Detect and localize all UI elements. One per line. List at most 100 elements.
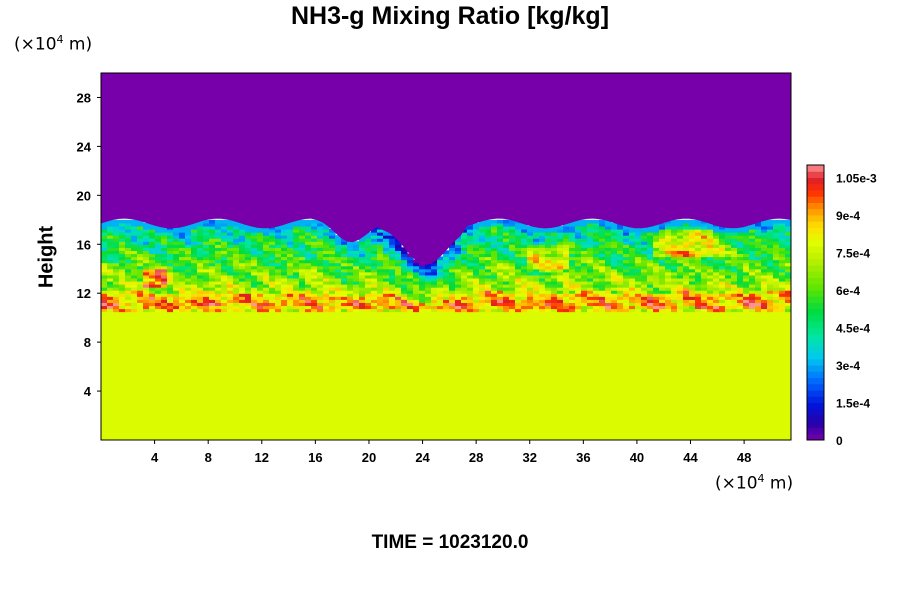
mixing-cell [521,228,528,233]
mixing-cell [287,225,294,230]
mixing-cell [239,247,246,251]
mixing-cell [209,302,216,307]
mixing-cell [455,265,462,270]
mixing-cell [173,238,180,242]
mixing-cell [641,250,648,255]
mixing-cell [509,305,516,310]
mixing-cell [761,262,768,267]
mixing-cell [755,222,762,227]
mixing-cell [317,287,324,291]
mixing-cell [245,244,252,248]
mixing-cell [593,290,600,294]
mixing-cell [707,256,714,261]
mixing-cell [407,302,414,307]
mixing-cell [359,274,366,279]
mixing-cell [527,235,534,239]
mixing-cell [479,241,486,245]
mixing-cell [317,290,324,294]
mixing-cell [227,265,234,270]
mixing-cell [107,308,114,313]
mixing-cell [671,238,678,242]
mixing-cell [185,232,192,236]
mixing-cell [593,256,600,261]
mixing-cell [239,241,246,245]
colorbar-band [807,246,824,253]
mixing-cell [395,274,402,279]
mixing-cell [227,290,234,294]
mixing-cell [353,287,360,291]
mixing-cell [659,253,666,258]
mixing-cell [215,265,222,270]
mixing-cell [557,232,564,236]
mixing-cell [299,296,306,300]
mixing-cell [743,247,750,251]
colorbar-band [807,390,824,397]
mixing-cell [371,305,378,310]
mixing-cell [293,299,300,303]
mixing-cell [449,274,456,279]
mixing-cell [491,308,498,313]
mixing-cell [557,268,564,273]
mixing-cell [143,265,150,270]
mixing-cell [767,262,774,267]
mixing-cell [707,293,714,297]
mixing-cell [227,296,234,300]
mixing-cell [383,253,390,258]
mixing-cell [161,271,168,276]
mixing-cell [239,296,246,300]
mixing-cell [449,277,456,282]
mixing-cell [479,225,486,230]
mixing-cell [371,308,378,313]
mixing-cell [743,262,750,267]
mixing-cell [263,305,270,310]
mixing-cell [281,308,288,313]
mixing-cell [413,308,420,313]
mixing-cell [377,238,384,242]
mixing-cell [773,247,780,251]
mixing-cell [599,259,606,264]
mixing-cell [221,284,228,288]
mixing-cell [779,247,786,251]
mixing-cell [719,308,726,313]
mixing-cell [203,253,210,258]
region-lower [101,311,791,440]
mixing-cell [701,244,708,248]
mixing-cell [623,262,630,267]
mixing-cell [281,271,288,276]
mixing-cell [227,277,234,282]
mixing-cell [491,222,498,227]
mixing-cell [131,280,138,285]
mixing-cell [383,293,390,297]
mixing-cell [209,274,216,279]
mixing-cell [743,302,750,307]
mixing-cell [689,299,696,303]
mixing-cell [449,290,456,294]
mixing-cell [557,296,564,300]
mixing-cell [179,244,186,248]
mixing-cell [581,228,588,233]
mixing-cell [467,232,474,236]
mixing-cell [563,235,570,239]
mixing-cell [689,228,696,233]
mixing-cell [305,232,312,236]
mixing-cell [695,259,702,264]
mixing-cell [665,299,672,303]
mixing-cell [473,271,480,276]
mixing-cell [101,274,108,279]
mixing-cell [509,232,516,236]
mixing-cell [311,299,318,303]
mixing-cell [455,302,462,307]
mixing-cell [233,253,240,258]
mixing-cell [623,280,630,285]
mixing-cell [287,259,294,264]
mixing-cell [695,305,702,310]
mixing-cell [101,241,108,245]
colorbar-band [807,252,824,260]
mixing-cell [155,259,162,264]
mixing-cell [263,253,270,258]
mixing-cell [323,232,330,236]
mixing-cell [197,305,204,310]
mixing-cell [173,299,180,303]
mixing-cell [755,265,762,270]
mixing-cell [221,308,228,313]
